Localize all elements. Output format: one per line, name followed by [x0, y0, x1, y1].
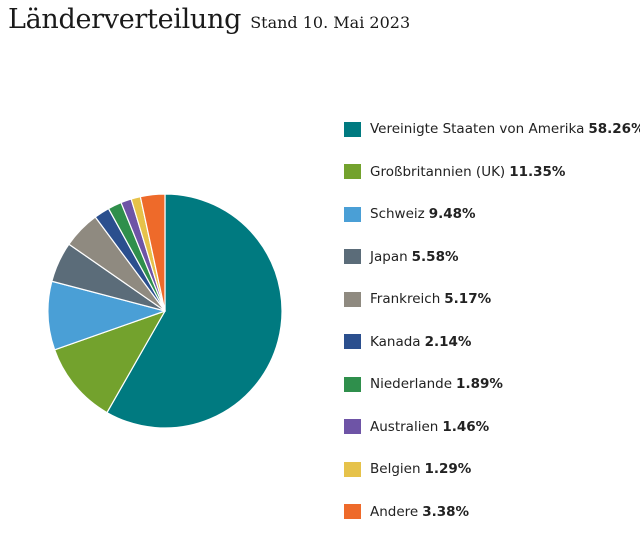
legend-value: 1.89% — [456, 376, 503, 392]
legend-value: 5.58% — [412, 249, 459, 265]
legend-swatch — [344, 292, 361, 307]
legend-value: 1.29% — [425, 461, 472, 477]
legend-value: 3.38% — [422, 504, 469, 520]
chart-title: Länderverteilung — [8, 4, 241, 35]
legend-value: 2.14% — [425, 334, 472, 350]
legend-label: Vereinigte Staaten von Amerika — [370, 121, 584, 137]
legend-swatch — [344, 419, 361, 434]
chart-header: Länderverteilung Stand 10. Mai 2023 — [8, 4, 410, 35]
legend-label: Japan — [370, 249, 408, 265]
legend-swatch — [344, 164, 361, 179]
legend-value: 11.35% — [509, 164, 565, 180]
legend-value: 58.26% — [588, 121, 640, 137]
legend-swatch — [344, 462, 361, 477]
legend-label: Schweiz — [370, 206, 425, 222]
legend-swatch — [344, 377, 361, 392]
legend-item[interactable]: Großbritannien (UK)11.35% — [344, 151, 640, 194]
legend-swatch — [344, 334, 361, 349]
legend-swatch — [344, 122, 361, 137]
legend-value: 5.17% — [444, 291, 491, 307]
chart-subtitle: Stand 10. Mai 2023 — [250, 13, 410, 32]
legend-label: Kanada — [370, 334, 421, 350]
pie-chart — [30, 176, 300, 446]
legend-label: Andere — [370, 504, 418, 520]
legend-label: Frankreich — [370, 291, 440, 307]
legend-label: Australien — [370, 419, 438, 435]
legend-label: Großbritannien (UK) — [370, 164, 505, 180]
legend-swatch — [344, 207, 361, 222]
legend-label: Belgien — [370, 461, 421, 477]
legend-swatch — [344, 249, 361, 264]
legend-value: 1.46% — [442, 419, 489, 435]
legend-value: 9.48% — [429, 206, 476, 222]
legend-swatch — [344, 504, 361, 519]
legend-label: Niederlande — [370, 376, 452, 392]
